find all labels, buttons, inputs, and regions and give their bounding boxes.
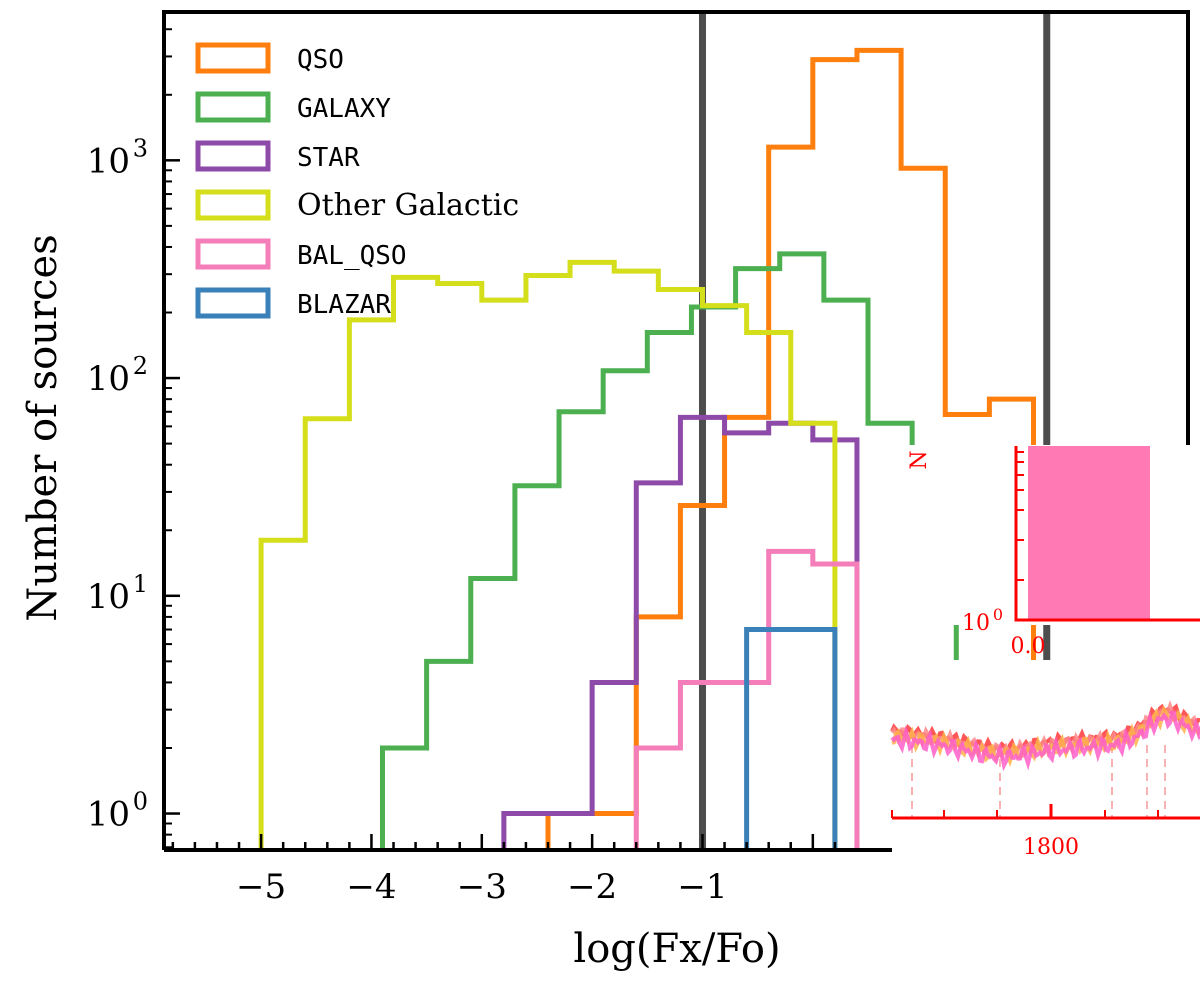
y-tick-exponent: 2 xyxy=(133,352,148,380)
y-tick-label: 10 xyxy=(87,141,130,181)
legend-swatch xyxy=(195,42,271,74)
x-axis-label: log(Fx/Fo) xyxy=(573,926,780,972)
upper-inset-x-tick-label: 0.0 xyxy=(1011,634,1046,659)
histogram-series xyxy=(258,47,1037,850)
y-tick-exponent: 0 xyxy=(133,788,148,816)
upper-inset-plot: 10 0 0.0 N xyxy=(892,445,1200,659)
lower-inset-background xyxy=(892,660,1200,984)
lower-inset-x-tick-label: 1800 xyxy=(1023,835,1079,860)
legend-label: QSO xyxy=(297,45,344,75)
series-bal-qso xyxy=(633,548,860,850)
legend-swatch xyxy=(195,238,271,270)
x-tick-label: −4 xyxy=(346,867,396,907)
y-tick-label: 10 xyxy=(87,795,130,835)
legend-label: Other Galactic xyxy=(297,188,519,223)
legend-label: GALAXY xyxy=(297,94,391,124)
upper-inset-y-label-fragment: N xyxy=(907,450,932,469)
x-tick-label: −1 xyxy=(677,867,727,907)
legend: QSO GALAXY STAR Other Galactic BAL_QSO BLAZAR xyxy=(195,42,519,320)
upper-inset-bar xyxy=(1028,446,1150,619)
y-tick-exponent: 3 xyxy=(133,134,148,162)
y-tick-label: 10 xyxy=(87,359,130,399)
legend-label: STAR xyxy=(297,143,360,173)
legend-swatch xyxy=(195,140,271,172)
plot-frame xyxy=(162,10,1190,850)
upper-inset-y-tick-label: 10 xyxy=(962,611,990,636)
legend-label: BLAZAR xyxy=(297,290,391,320)
series-other-galactic xyxy=(258,259,838,850)
x-tick-label: −5 xyxy=(236,867,286,907)
x-tick-label: −2 xyxy=(567,867,617,907)
legend-swatch xyxy=(195,287,271,319)
y-axis-label: Number of sources xyxy=(20,234,66,622)
y-tick-label: 10 xyxy=(87,577,130,617)
series-galaxy xyxy=(379,251,959,850)
legend-swatch xyxy=(195,91,271,123)
upper-inset-y-tick-exponent: 0 xyxy=(993,605,1003,624)
legend-label: BAL_QSO xyxy=(297,241,407,271)
y-tick-exponent: 1 xyxy=(133,570,148,598)
lower-inset-plot: 1800 xyxy=(890,660,1200,984)
series-star xyxy=(501,414,860,850)
lower-inset-spectrum-line xyxy=(890,710,1200,772)
legend-swatch xyxy=(195,189,271,221)
x-tick-label: −3 xyxy=(457,867,507,907)
series-blazar xyxy=(744,627,838,850)
